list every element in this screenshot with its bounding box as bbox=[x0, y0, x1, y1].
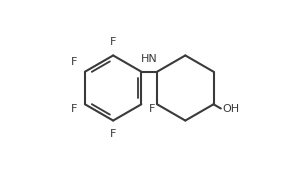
Text: F: F bbox=[110, 37, 116, 47]
Text: HN: HN bbox=[141, 54, 158, 64]
Text: F: F bbox=[149, 103, 155, 114]
Text: F: F bbox=[71, 58, 78, 67]
Text: F: F bbox=[71, 103, 78, 114]
Text: F: F bbox=[110, 129, 116, 139]
Text: OH: OH bbox=[222, 103, 239, 114]
